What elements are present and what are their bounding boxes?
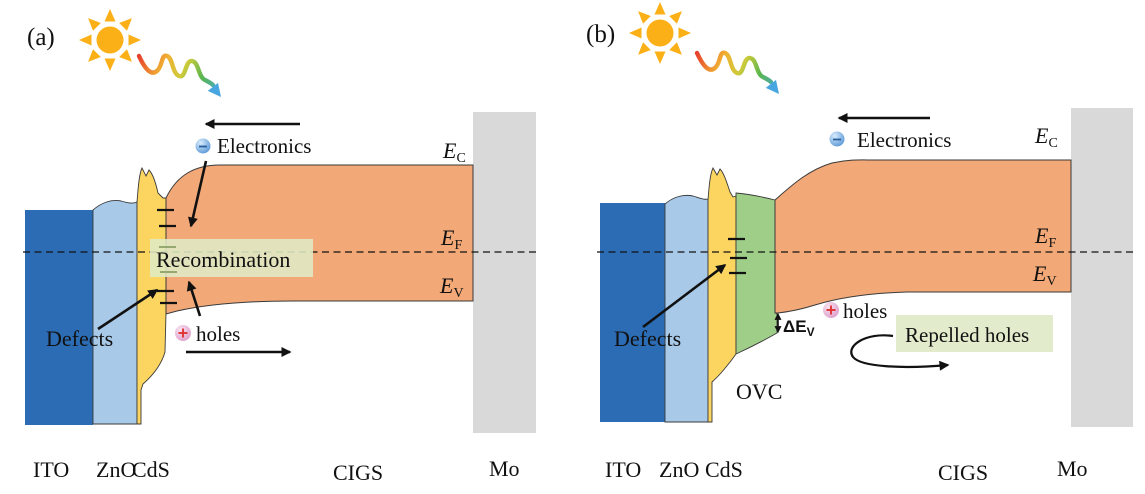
ev-label: EV — [439, 273, 464, 301]
zno-caption: ZnO — [659, 457, 699, 482]
repelled-holes-box — [896, 315, 1053, 352]
zno-layer — [664, 194, 709, 423]
defects-label: Defects — [46, 326, 113, 351]
ec-label: EC — [1034, 123, 1058, 151]
sun-icon — [629, 2, 691, 64]
delta-ev-label: ΔEV — [783, 317, 815, 339]
repelled-hole-curved-arrow — [850, 334, 950, 371]
mo-caption: Mo — [489, 456, 520, 481]
defects-pointer-arrow — [97, 288, 159, 331]
ito-caption: ITO — [605, 457, 641, 482]
ef-label: EF — [440, 225, 462, 253]
mo-caption: Mo — [1057, 456, 1088, 481]
ef-label: EF — [1034, 223, 1056, 251]
ovc-caption: OVC — [736, 379, 782, 404]
recombination-box — [150, 239, 313, 277]
hole-icon — [174, 324, 192, 342]
repelled-holes-label: Repelled holes — [905, 323, 1029, 347]
defect-levels — [157, 208, 177, 305]
holes-label: holes — [843, 299, 887, 323]
ito-layer — [25, 210, 93, 425]
defects-pointer-arrow — [642, 263, 727, 329]
cds-layer — [136, 166, 167, 425]
defect-levels — [728, 237, 747, 275]
electron-to-defect-arrow — [188, 160, 208, 228]
hole-icon — [822, 301, 840, 319]
ev-label: EV — [1032, 261, 1057, 289]
cigs-band — [774, 159, 1072, 314]
panel-tag: (b) — [586, 21, 615, 48]
mo-layer — [473, 112, 536, 433]
hole-to-recombination-arrow — [186, 280, 202, 317]
defects-label: Defects — [614, 326, 681, 351]
cds-layer — [707, 167, 737, 423]
photon-wavy-arrow-icon — [697, 53, 779, 94]
sun-icon — [79, 9, 141, 71]
cds-caption: CdS — [705, 457, 743, 482]
zno-caption: ZnO — [96, 457, 136, 482]
holes-label: holes — [196, 322, 240, 346]
ec-label: EC — [442, 138, 466, 166]
electronics-label: Electronics — [217, 134, 311, 158]
cds-caption: CdS — [132, 457, 170, 482]
cigs-caption: CIGS — [333, 460, 383, 485]
zno-layer — [92, 200, 138, 425]
ito-caption: ITO — [33, 457, 69, 482]
electron-icon — [828, 130, 846, 148]
photon-wavy-arrow-icon — [139, 56, 221, 97]
panel-a: Recombination (a) Electronics Defects ho… — [23, 9, 537, 485]
ito-layer — [600, 203, 665, 422]
panel-b: (b) Electronics Defects OVC ΔEV holes Re… — [586, 2, 1133, 485]
cigs-caption: CIGS — [938, 460, 988, 485]
mo-layer — [1071, 108, 1133, 427]
defect-levels-faint — [159, 246, 177, 273]
recombination-label: Recombination — [156, 247, 290, 272]
electron-icon — [194, 137, 212, 155]
electronics-label: Electronics — [857, 128, 951, 152]
panel-tag: (a) — [27, 24, 55, 51]
